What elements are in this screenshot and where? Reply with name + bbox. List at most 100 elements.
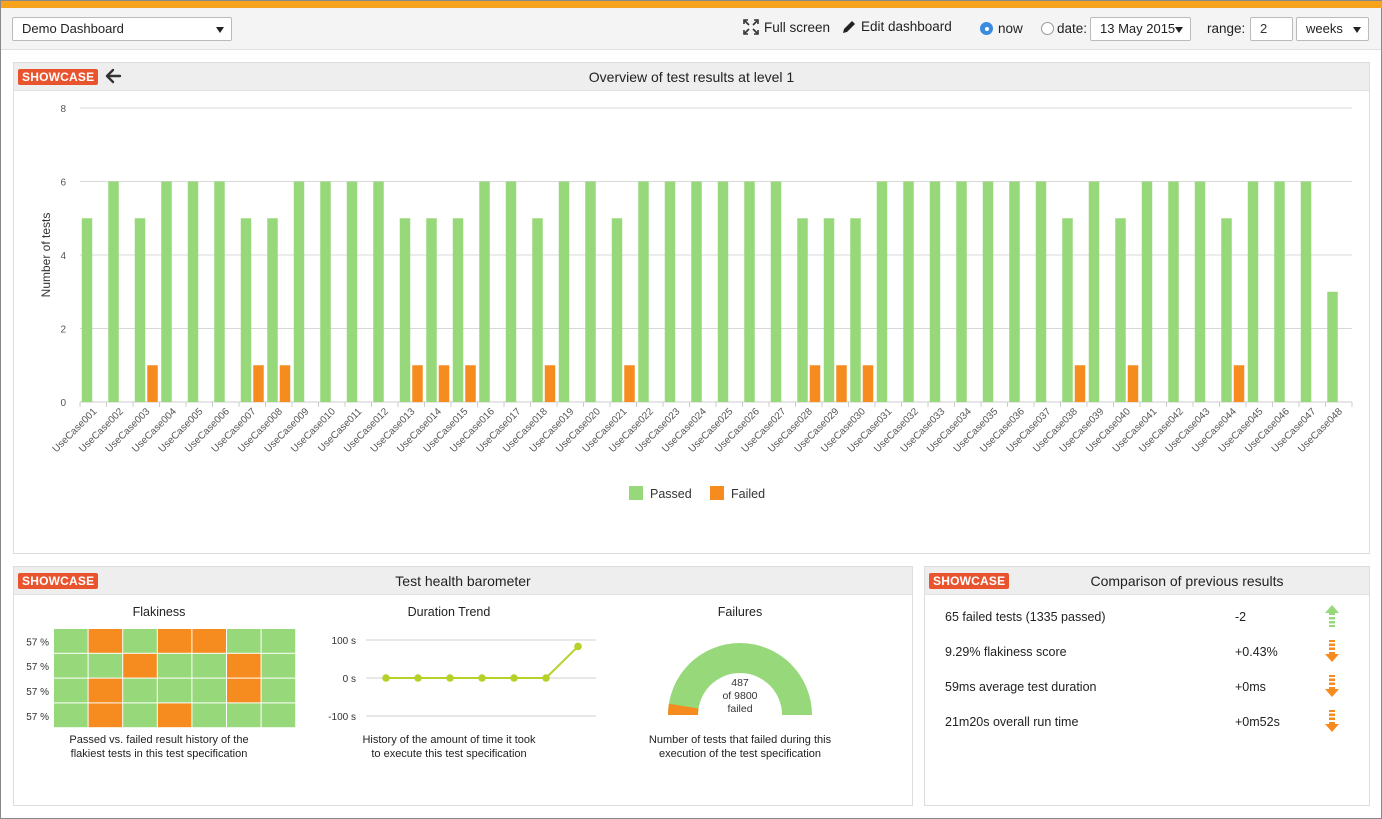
legend-swatch-failed xyxy=(710,486,724,500)
chevron-down-icon xyxy=(216,27,224,33)
passed-bar xyxy=(850,218,861,402)
date-radio[interactable] xyxy=(1041,22,1054,35)
flakiness-caption-line: flakiest tests in this test specificatio… xyxy=(70,748,248,760)
flakiness-row-label: 57 % xyxy=(26,712,49,723)
duration-trend-title: Duration Trend xyxy=(407,605,491,619)
gauge-track xyxy=(668,643,812,715)
failures-title: Failures xyxy=(717,605,763,619)
gauge-failed-label: failed xyxy=(727,703,752,715)
flakiness-cell-passed xyxy=(227,703,261,728)
duration-trend-point xyxy=(510,674,518,682)
flakiness-caption: Passed vs. failed result history of the … xyxy=(54,733,264,761)
failed-bar xyxy=(624,365,635,402)
back-arrow-icon[interactable] xyxy=(104,66,122,86)
now-radio-option[interactable]: now xyxy=(980,21,1023,36)
health-barometer-panel: SHOWCASE Test health barometer Flakiness… xyxy=(13,566,913,806)
edit-dashboard-button[interactable]: Edit dashboard xyxy=(842,19,952,34)
panel-title: Comparison of previous results xyxy=(1090,573,1284,589)
passed-bar xyxy=(770,181,782,402)
flakiness-cell-passed xyxy=(157,653,192,678)
arrow-down-icon xyxy=(1325,710,1339,732)
passed-bar xyxy=(320,181,331,402)
flakiness-cell-passed xyxy=(261,653,296,678)
arrow-stripe xyxy=(1329,625,1335,627)
failed-bar xyxy=(809,365,821,402)
passed-bar xyxy=(1035,181,1047,402)
now-label: now xyxy=(998,21,1023,36)
duration-trend-point xyxy=(446,674,454,682)
arrow-stripe xyxy=(1329,643,1335,646)
range-unit-value: weeks xyxy=(1306,21,1343,36)
passed-bar xyxy=(426,218,437,402)
flakiness-row-label: 57 % xyxy=(26,687,49,698)
flakiness-cell-passed xyxy=(54,703,88,728)
y-tick-label: 0 s xyxy=(343,674,356,685)
y-tick-label: 2 xyxy=(60,325,66,336)
passed-bar xyxy=(558,181,570,402)
passed-bar xyxy=(293,181,305,402)
arrow-down-icon xyxy=(1325,640,1339,662)
flakiness-cell-passed xyxy=(157,678,192,703)
gauge-failed-segment xyxy=(668,703,699,715)
arrow-head xyxy=(1325,687,1339,697)
flakiness-cell-passed xyxy=(54,678,88,703)
failed-bar xyxy=(279,365,291,402)
passed-bar xyxy=(1247,181,1259,402)
failures-caption-line: Number of tests that failed during this xyxy=(648,734,832,746)
now-radio[interactable] xyxy=(980,22,993,35)
passed-bar xyxy=(1194,181,1206,402)
flakiness-cell-passed xyxy=(192,678,226,703)
comparison-row: 9.29% flakiness score +0.43% xyxy=(925,635,1369,670)
passed-bar xyxy=(691,181,702,402)
range-label-text: range: xyxy=(1207,21,1246,36)
flakiness-cell-passed xyxy=(123,678,157,703)
arrow-stripe xyxy=(1329,621,1335,624)
gauge-total: of 9800 xyxy=(722,690,757,702)
full-screen-button[interactable]: Full screen xyxy=(743,19,830,35)
duration-trend-point xyxy=(478,674,486,682)
toolbar: Demo Dashboard Full screen Edit dashboar… xyxy=(1,8,1381,50)
passed-bar xyxy=(1062,218,1073,402)
failed-bar xyxy=(412,365,423,402)
flakiness-cell-passed xyxy=(261,703,296,728)
edit-dashboard-label: Edit dashboard xyxy=(861,19,952,34)
legend-swatch-passed xyxy=(629,486,643,500)
passed-bar xyxy=(267,218,278,402)
date-radio-option[interactable]: date: xyxy=(1041,21,1087,36)
flakiness-cell-failed xyxy=(192,629,226,653)
comparison-row: 65 failed tests (1335 passed) -2 xyxy=(925,600,1369,635)
arrow-stripe xyxy=(1329,713,1335,716)
dashboard-select-value: Demo Dashboard xyxy=(22,21,124,36)
panel-header: SHOWCASE Test health barometer xyxy=(14,567,912,595)
flakiness-cell-passed xyxy=(192,653,226,678)
arrow-stripe xyxy=(1329,678,1335,681)
passed-bar xyxy=(479,181,490,402)
failed-bar xyxy=(438,365,450,402)
duration-trend-chart: 100 s 0 s -100 s xyxy=(328,636,596,723)
comparison-metric: 59ms average test duration xyxy=(945,680,1097,694)
flakiness-cell-failed xyxy=(157,703,192,728)
y-tick-label: 6 xyxy=(60,178,66,189)
showcase-badge: SHOWCASE xyxy=(18,69,99,85)
date-select[interactable]: 13 May 2015 xyxy=(1090,17,1191,41)
showcase-badge: SHOWCASE xyxy=(18,573,99,589)
arrow-up-icon xyxy=(1325,605,1339,627)
passed-bar xyxy=(797,218,808,402)
y-tick-label: -100 s xyxy=(328,712,356,723)
dashboard-select[interactable]: Demo Dashboard xyxy=(12,17,232,41)
duration-trend-line xyxy=(386,645,579,679)
failed-bar xyxy=(1127,365,1139,402)
expand-icon xyxy=(743,19,759,35)
range-input[interactable]: 2 xyxy=(1250,17,1293,41)
date-label: date: xyxy=(1057,21,1088,36)
passed-bar xyxy=(108,181,119,402)
passed-bar xyxy=(187,181,199,402)
passed-bar xyxy=(1327,291,1338,402)
range-unit-select[interactable]: weeks xyxy=(1296,17,1369,41)
failed-bar xyxy=(836,365,847,402)
panel-header: SHOWCASE Comparison of previous results xyxy=(925,567,1369,595)
range-label: range: xyxy=(1207,21,1245,36)
showcase-badge: SHOWCASE xyxy=(929,573,1010,589)
legend-label-passed: Passed xyxy=(650,487,692,501)
y-tick-label: 4 xyxy=(60,251,66,262)
